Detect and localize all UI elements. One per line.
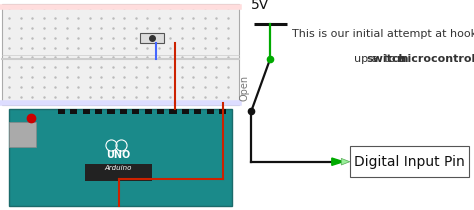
- Text: This is our initial attempt at hooking: This is our initial attempt at hooking: [292, 29, 474, 39]
- Text: UNO: UNO: [106, 150, 131, 160]
- FancyBboxPatch shape: [85, 164, 152, 181]
- Text: 5V: 5V: [251, 0, 269, 12]
- FancyBboxPatch shape: [70, 109, 77, 114]
- Polygon shape: [332, 158, 343, 165]
- FancyBboxPatch shape: [182, 109, 189, 114]
- Text: Open: Open: [239, 75, 249, 101]
- FancyBboxPatch shape: [140, 33, 164, 43]
- FancyBboxPatch shape: [82, 109, 90, 114]
- Text: to a: to a: [381, 54, 410, 64]
- Text: up a: up a: [354, 54, 382, 64]
- FancyBboxPatch shape: [9, 109, 232, 206]
- FancyBboxPatch shape: [95, 109, 102, 114]
- FancyBboxPatch shape: [145, 109, 152, 114]
- Text: Digital Input Pin: Digital Input Pin: [354, 155, 465, 169]
- Text: Arduino: Arduino: [105, 165, 132, 171]
- FancyBboxPatch shape: [350, 146, 469, 177]
- FancyBboxPatch shape: [58, 109, 65, 114]
- FancyBboxPatch shape: [207, 109, 214, 114]
- FancyBboxPatch shape: [219, 109, 226, 114]
- FancyBboxPatch shape: [2, 4, 239, 105]
- Polygon shape: [341, 158, 350, 165]
- FancyBboxPatch shape: [132, 109, 139, 114]
- FancyBboxPatch shape: [194, 109, 201, 114]
- FancyBboxPatch shape: [9, 122, 36, 147]
- Text: microcontroller: microcontroller: [396, 54, 474, 64]
- FancyBboxPatch shape: [169, 109, 176, 114]
- Text: switch: switch: [366, 54, 407, 64]
- FancyBboxPatch shape: [120, 109, 127, 114]
- FancyBboxPatch shape: [157, 109, 164, 114]
- FancyBboxPatch shape: [108, 109, 115, 114]
